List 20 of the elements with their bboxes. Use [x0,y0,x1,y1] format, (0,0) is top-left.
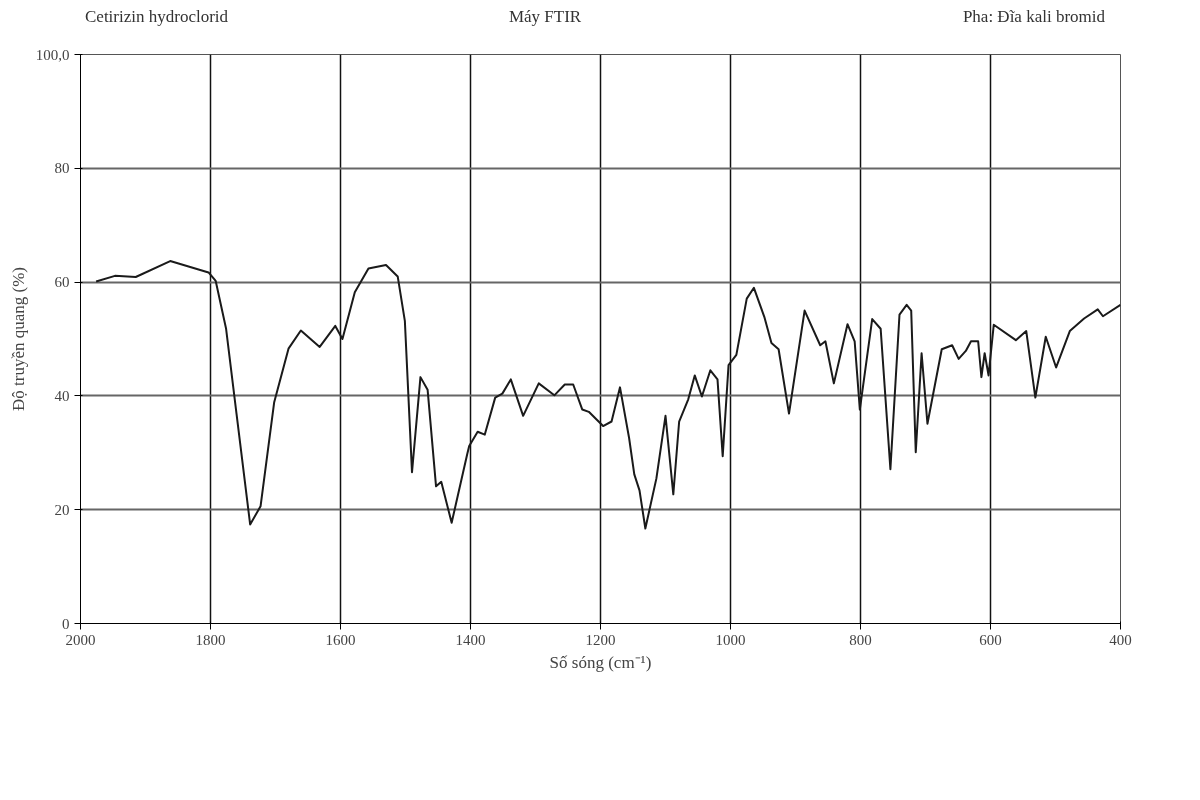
y-tick-label: 0 [62,615,70,632]
y-axis-title: Độ truyền quang (%) [8,267,28,412]
x-tick-label: 1000 [715,631,746,648]
y-tick-label: 20 [54,501,70,518]
chart-title: Cetirizin hydroclorid [85,6,229,28]
x-tick-label: 2000 [65,631,96,648]
x-tick-label: 1800 [195,631,226,648]
x-tick-label: 1600 [325,631,356,648]
y-tick-label: 100,0 [35,46,70,63]
y-tick-label: 60 [54,274,70,291]
x-tick-label: 400 [1109,631,1132,648]
text: Máy FTIR [508,6,582,28]
x-axis-title: Số sóng (cm⁻¹) [549,652,652,672]
text: Pha: Đĩa kali bromid [962,6,1105,28]
x-tick-label: 800 [849,631,872,648]
y-tick-label: 40 [54,388,70,405]
y-tick-label: 80 [54,160,70,177]
x-tick-label: 1200 [585,631,616,648]
x-tick-label: 1400 [455,631,486,648]
x-tick-label: 600 [979,631,1002,648]
